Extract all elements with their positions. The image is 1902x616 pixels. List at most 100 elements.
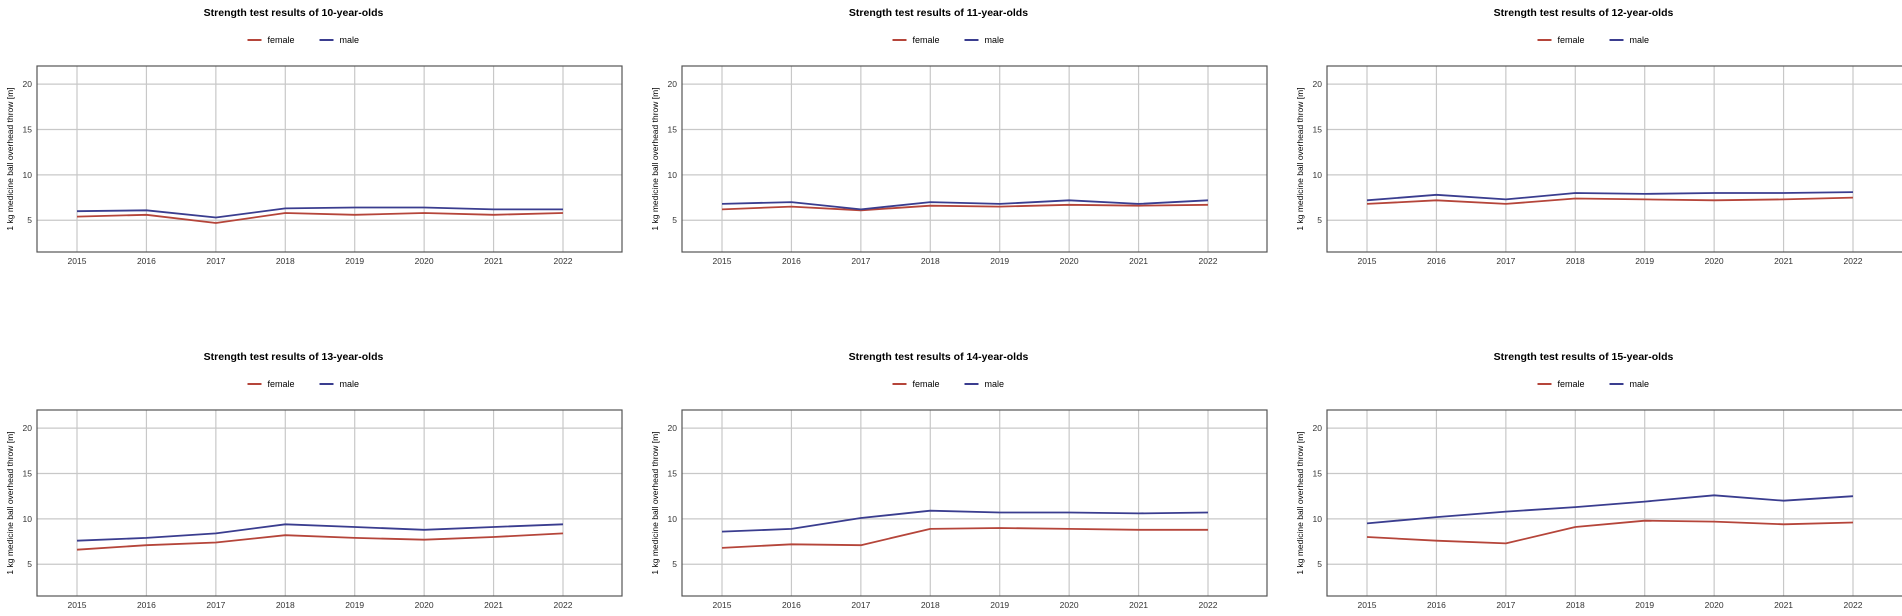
y-tick-label: 15 <box>1313 469 1323 479</box>
legend-label-male: male <box>340 379 360 389</box>
x-tick-label: 2016 <box>137 600 156 610</box>
chart-panel-3: Strength test results of 12-year-olds fem… <box>1295 7 1902 266</box>
series-line-male <box>1366 494 1854 525</box>
x-tick-label: 2019 <box>345 600 364 610</box>
chart-panel-2: Strength test results of 11-year-olds fem… <box>650 7 1268 266</box>
y-axis-label: 1 kg medicine ball overhead throw [m] <box>650 431 660 574</box>
series-line-female <box>721 203 1209 212</box>
x-tick-label: 2015 <box>68 256 87 266</box>
x-tick-label: 2017 <box>1496 600 1515 610</box>
x-tick-label: 2022 <box>554 256 573 266</box>
x-tick-label: 2022 <box>1199 600 1218 610</box>
y-tick-label: 10 <box>23 514 33 524</box>
legend-label-male: male <box>1630 379 1650 389</box>
series-line-female <box>76 532 564 551</box>
x-tick-label: 2017 <box>206 256 225 266</box>
x-tick-label: 2022 <box>1199 256 1218 266</box>
y-tick-label: 15 <box>23 469 33 479</box>
x-tick-label: 2020 <box>1060 600 1079 610</box>
x-tick-label: 2018 <box>1566 600 1585 610</box>
x-tick-label: 2020 <box>1060 256 1079 266</box>
y-axis-label: 1 kg medicine ball overhead throw [m] <box>650 87 660 230</box>
chart-title: Strength test results of 13-year-olds <box>204 351 384 363</box>
series-line-male <box>721 199 1209 211</box>
x-tick-label: 2019 <box>1635 256 1654 266</box>
legend-label-female: female <box>1558 379 1585 389</box>
x-tick-label: 2020 <box>1705 600 1724 610</box>
x-tick-label: 2020 <box>415 256 434 266</box>
series-line-female <box>721 527 1208 549</box>
x-tick-label: 2022 <box>1844 600 1863 610</box>
chart-panel-4: Strength test results of 13-year-olds fem… <box>5 351 623 610</box>
chart-title: Strength test results of 12-year-olds <box>1494 7 1674 19</box>
legend-label-male: male <box>340 35 360 45</box>
y-tick-label: 5 <box>27 559 32 569</box>
x-tick-label: 2021 <box>1129 256 1148 266</box>
x-tick-label: 2020 <box>1705 256 1724 266</box>
chart-panel-6: Strength test results of 15-year-olds fem… <box>1295 351 1902 610</box>
y-tick-label: 5 <box>672 559 677 569</box>
plot-frame <box>1326 409 1902 597</box>
x-tick-label: 2018 <box>276 600 295 610</box>
y-tick-label: 10 <box>1313 170 1323 180</box>
chart-panel-1: Strength test results of 10-year-olds fem… <box>5 7 623 266</box>
y-tick-label: 15 <box>668 125 678 135</box>
legend-label-female: female <box>268 35 295 45</box>
y-axis-label: 1 kg medicine ball overhead throw [m] <box>5 431 15 574</box>
chart-legend: female male <box>1537 379 1650 389</box>
x-tick-label: 2020 <box>415 600 434 610</box>
x-tick-label: 2016 <box>782 600 801 610</box>
y-tick-label: 15 <box>668 469 678 479</box>
chart-legend: female male <box>1537 35 1649 45</box>
chart-title: Strength test results of 10-year-olds <box>204 7 384 19</box>
x-tick-label: 2018 <box>276 256 295 266</box>
series-line-female <box>1366 519 1854 545</box>
x-tick-label: 2019 <box>345 256 364 266</box>
plot-frame <box>681 409 1268 597</box>
y-tick-label: 15 <box>1313 125 1323 135</box>
x-tick-label: 2017 <box>1496 256 1515 266</box>
legend-label-female: female <box>268 379 295 389</box>
x-tick-label: 2022 <box>1844 256 1863 266</box>
y-tick-label: 20 <box>1313 423 1323 433</box>
y-tick-label: 15 <box>23 125 33 135</box>
y-tick-label: 5 <box>1317 559 1322 569</box>
x-tick-label: 2015 <box>68 600 87 610</box>
x-tick-label: 2021 <box>484 256 503 266</box>
y-axis-label: 1 kg medicine ball overhead throw [m] <box>5 87 15 230</box>
y-tick-label: 10 <box>1313 514 1323 524</box>
x-tick-label: 2015 <box>1358 256 1377 266</box>
y-tick-label: 20 <box>1313 79 1323 89</box>
series-line-male <box>1366 191 1854 202</box>
series-line-male <box>76 206 563 219</box>
chart-title: Strength test results of 15-year-olds <box>1494 351 1674 363</box>
series-line-male <box>721 509 1209 533</box>
y-tick-label: 5 <box>1317 215 1322 225</box>
x-tick-label: 2015 <box>1358 600 1377 610</box>
x-tick-label: 2015 <box>713 256 732 266</box>
x-tick-label: 2016 <box>1427 600 1446 610</box>
series-line-female <box>1366 196 1854 205</box>
chart-legend: female male <box>247 35 360 45</box>
y-axis-label: 1 kg medicine ball overhead throw [m] <box>1295 87 1305 230</box>
plot-frame <box>681 65 1268 253</box>
series-line-female <box>76 212 564 224</box>
y-axis-label: 1 kg medicine ball overhead throw [m] <box>1295 431 1305 574</box>
x-tick-label: 2016 <box>782 256 801 266</box>
chart-panel-5: Strength test results of 14-year-olds fem… <box>650 351 1268 610</box>
chart-legend: female male <box>247 379 360 389</box>
y-tick-label: 20 <box>23 79 33 89</box>
series-line-male <box>76 523 564 542</box>
y-tick-label: 5 <box>27 215 32 225</box>
x-tick-label: 2021 <box>484 600 503 610</box>
x-tick-label: 2021 <box>1774 256 1793 266</box>
legend-label-female: female <box>1558 35 1585 45</box>
x-tick-label: 2018 <box>921 600 940 610</box>
x-tick-label: 2015 <box>713 600 732 610</box>
x-tick-label: 2019 <box>990 600 1009 610</box>
y-tick-label: 5 <box>672 215 677 225</box>
chart-legend: female male <box>892 35 1004 45</box>
y-tick-label: 10 <box>23 170 33 180</box>
